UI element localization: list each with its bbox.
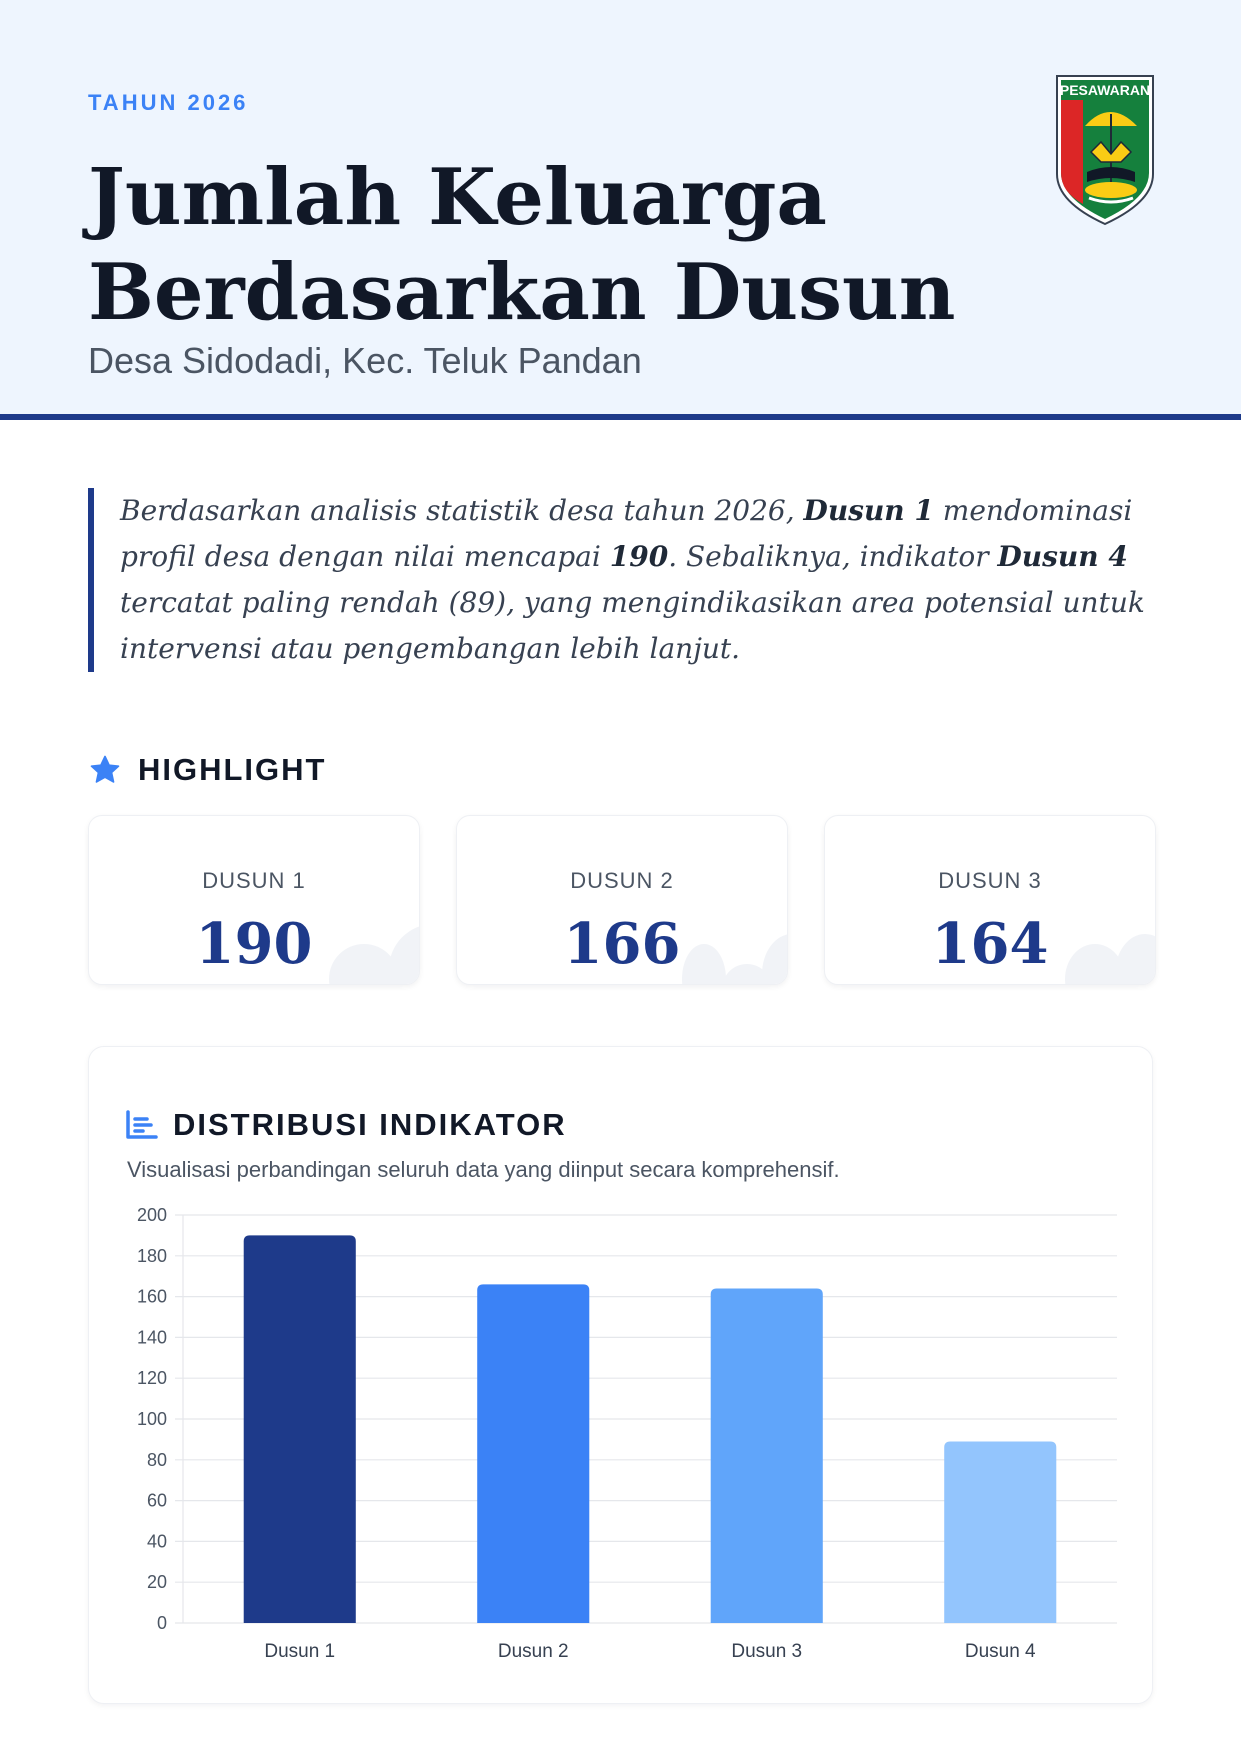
- star-icon: [90, 755, 120, 783]
- summary-part-3: . Sebaliknya, indikator: [668, 540, 998, 573]
- page-title: Jumlah Keluarga Berdasarkan Dusun: [88, 150, 988, 340]
- title-line-2: Berdasarkan Dusun: [88, 247, 956, 338]
- highlight-card-dusun-2: DUSUN 2 166: [456, 815, 788, 985]
- bar-dusun-3: [710, 1288, 823, 1623]
- summary-text: Berdasarkan analisis statistik desa tahu…: [88, 488, 1158, 672]
- x-category-label: Dusun 2: [498, 1641, 569, 1662]
- report-header: TAHUN 2026 Jumlah Keluarga Berdasarkan D…: [0, 0, 1241, 420]
- x-category-label: Dusun 1: [264, 1641, 335, 1662]
- y-tick-label: 200: [137, 1205, 167, 1225]
- distribution-description: Visualisasi perbandingan seluruh data ya…: [127, 1157, 840, 1182]
- summary-part-1: Berdasarkan analisis statistik desa tahu…: [120, 494, 804, 527]
- summary-highest-value: 190: [609, 540, 669, 573]
- card-label: DUSUN 3: [938, 868, 1042, 893]
- summary-lowest-name: Dusun 4: [997, 540, 1128, 573]
- y-tick-label: 160: [137, 1287, 167, 1307]
- summary-part-2: mendominasi profil desa dengan nilai men…: [120, 494, 1133, 573]
- bar-chart-icon: [126, 1110, 158, 1139]
- summary-part-4: tercatat paling rendah (89), yang mengin…: [120, 586, 1145, 665]
- y-tick-label: 20: [147, 1572, 167, 1592]
- pesawaran-emblem-icon: PESAWARAN: [1056, 75, 1154, 226]
- summary-highest-name: Dusun 1: [803, 494, 934, 527]
- card-label: DUSUN 2: [570, 868, 674, 893]
- card-value: 166: [563, 911, 681, 977]
- year-label: TAHUN 2026: [88, 90, 249, 115]
- distribution-title: DISTRIBUSI INDIKATOR: [173, 1107, 567, 1142]
- card-label: DUSUN 1: [202, 868, 306, 893]
- distribution-heading: DISTRIBUSI INDIKATOR: [125, 1107, 567, 1143]
- highlight-title: HIGHLIGHT: [138, 752, 327, 787]
- y-tick-label: 60: [147, 1491, 167, 1511]
- bar-dusun-4: [944, 1441, 1057, 1623]
- y-tick-label: 180: [137, 1246, 167, 1266]
- y-tick-label: 100: [137, 1409, 167, 1429]
- bar-dusun-1: [243, 1235, 356, 1623]
- distribution-card: DISTRIBUSI INDIKATOR Visualisasi perband…: [88, 1046, 1153, 1704]
- bar-chart: 0 20 40 60 80 100 120 140 160 180 200 Dusun 1 Dusun …: [137, 1205, 1117, 1662]
- card-value: 190: [195, 911, 313, 977]
- title-line-1: Jumlah Keluarga: [88, 152, 827, 243]
- y-tick-label: 40: [147, 1531, 167, 1551]
- highlight-card-dusun-1: DUSUN 1 190: [88, 815, 420, 985]
- card-value: 164: [931, 911, 1049, 977]
- x-category-label: Dusun 4: [965, 1641, 1036, 1662]
- y-tick-label: 140: [137, 1327, 167, 1347]
- logo-text: PESAWARAN: [1060, 82, 1150, 98]
- y-tick-label: 120: [137, 1368, 167, 1388]
- bar-dusun-2: [477, 1284, 590, 1623]
- x-category-label: Dusun 3: [731, 1641, 802, 1662]
- y-tick-label: 80: [147, 1450, 167, 1470]
- card-decoration: [722, 964, 772, 984]
- y-tick-label: 0: [157, 1613, 167, 1633]
- highlight-heading: HIGHLIGHT: [88, 752, 327, 788]
- highlight-card-dusun-3: DUSUN 3 164: [824, 815, 1156, 985]
- page-subtitle: Desa Sidodadi, Kec. Teluk Pandan: [88, 340, 642, 381]
